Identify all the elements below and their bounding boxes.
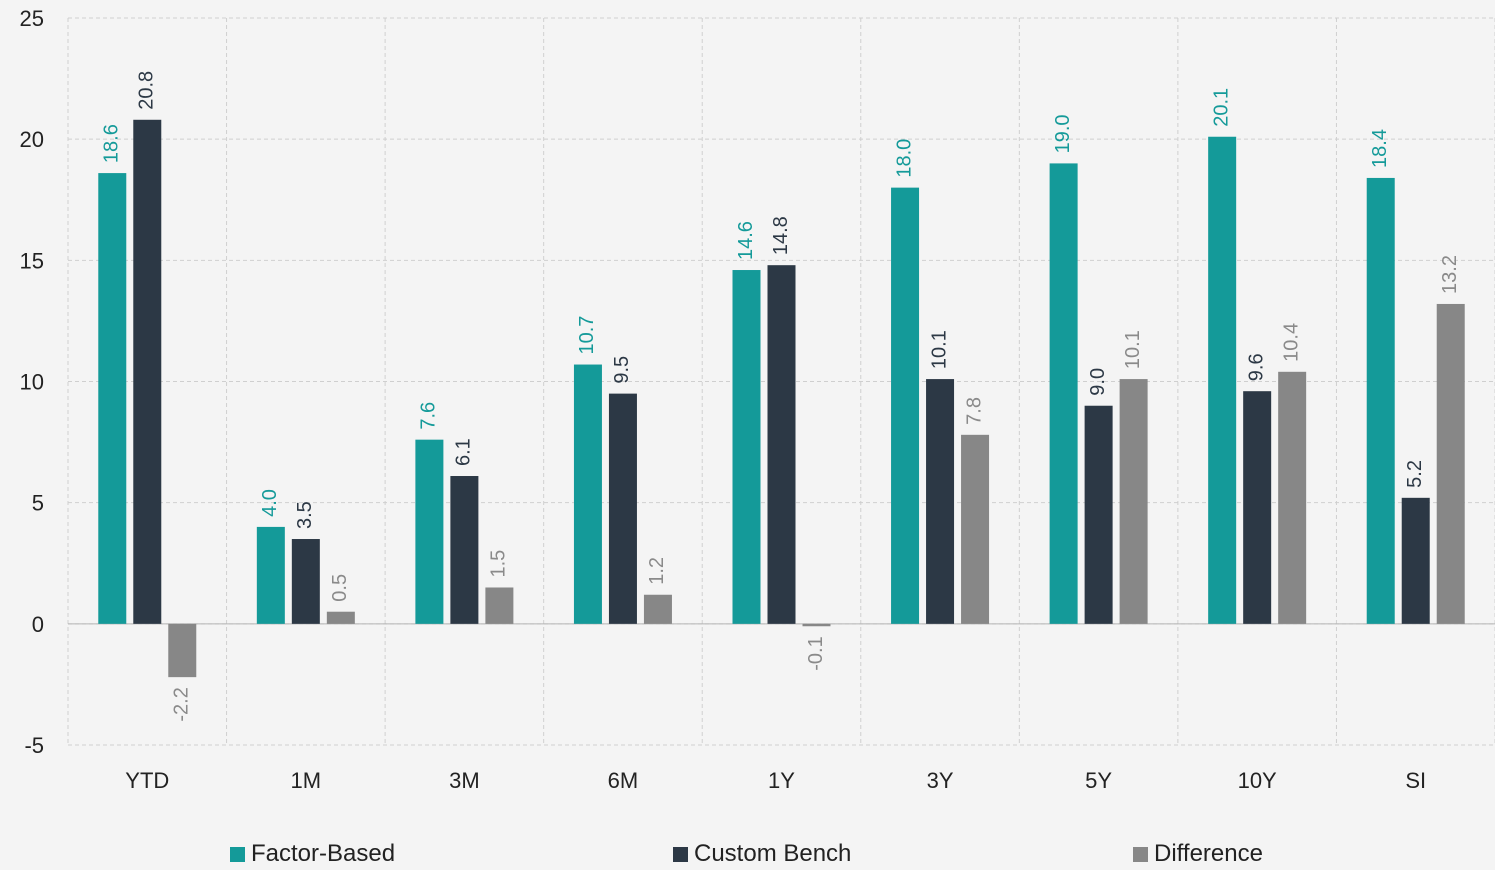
bar-factor-based-si	[1366, 177, 1395, 624]
bar-difference-si	[1436, 303, 1465, 624]
data-label-custom-bench-1y: 14.8	[770, 216, 792, 255]
data-label-custom-bench-3m: 6.1	[453, 438, 475, 466]
bar-factor-based-10y	[1208, 136, 1237, 624]
y-tick-label: 15	[20, 248, 44, 273]
bar-custom-bench-1m	[291, 539, 320, 624]
data-label-difference-6m: 1.2	[646, 557, 668, 585]
x-tick-label-1y: 1Y	[768, 768, 795, 793]
y-tick-label: -5	[24, 733, 44, 758]
data-label-factor-based-10y: 20.1	[1210, 88, 1232, 127]
bar-difference-1y	[802, 623, 831, 627]
data-label-difference-si: 13.2	[1439, 255, 1461, 294]
legend-label-factor-based: Factor-Based	[251, 840, 396, 867]
data-label-factor-based-1y: 14.6	[735, 221, 757, 260]
bar-custom-bench-ytd	[133, 119, 162, 624]
legend-label-custom-bench: Custom Bench	[694, 840, 852, 867]
bar-custom-bench-3y	[926, 379, 955, 624]
bars	[98, 119, 1465, 678]
x-tick-label-1m: 1M	[291, 768, 322, 793]
y-tick-label: 0	[32, 612, 44, 637]
data-label-difference-1y: -0.1	[805, 636, 827, 670]
bar-custom-bench-10y	[1243, 391, 1272, 624]
bar-difference-5y	[1119, 379, 1148, 624]
bar-difference-10y	[1278, 371, 1307, 624]
data-label-difference-3y: 7.8	[963, 397, 985, 425]
legend-swatch-custom-bench	[673, 846, 688, 862]
bar-factor-based-1y	[732, 270, 761, 624]
y-tick-label: 25	[20, 6, 44, 31]
bar-difference-3m	[485, 587, 514, 624]
bar-difference-ytd	[168, 623, 197, 678]
x-tick-label-6m: 6M	[608, 768, 639, 793]
bar-factor-based-1m	[256, 526, 285, 624]
y-tick-label: 5	[32, 491, 44, 516]
data-label-factor-based-1m: 4.0	[259, 489, 281, 517]
data-label-difference-ytd: -2.2	[171, 687, 193, 721]
legend-item-custom-bench: Custom Bench	[673, 840, 851, 868]
x-axis: YTD 1M 3M 6M 1Y 3Y 5Y 10Y SI	[125, 768, 1426, 793]
bar-custom-bench-6m	[608, 393, 637, 624]
data-label-custom-bench-3y: 10.1	[928, 330, 950, 369]
bar-factor-based-6m	[573, 364, 602, 624]
bar-custom-bench-5y	[1084, 405, 1113, 624]
data-label-difference-3m: 1.5	[488, 550, 510, 578]
legend-item-factor-based: Factor-Based	[230, 840, 395, 868]
y-tick-label: 10	[20, 370, 44, 395]
legend-swatch-factor-based	[230, 846, 245, 862]
x-tick-label-si: SI	[1405, 768, 1426, 793]
data-label-factor-based-si: 18.4	[1369, 129, 1391, 168]
bar-custom-bench-3m	[450, 476, 479, 624]
data-labels: 18.6 20.8 -2.2 4.0 3.5 0.5 7.6 6.1 1.5 10.7 9.5 1.2…	[101, 71, 1461, 722]
x-tick-label-3m: 3M	[449, 768, 480, 793]
bar-factor-based-5y	[1049, 163, 1078, 624]
data-label-custom-bench-si: 5.2	[1404, 460, 1426, 488]
bar-custom-bench-1y	[767, 265, 796, 624]
data-label-difference-5y: 10.1	[1122, 330, 1144, 369]
legend-label-difference: Difference	[1154, 840, 1263, 867]
data-label-custom-bench-10y: 9.6	[1245, 353, 1267, 381]
data-label-custom-bench-1m: 3.5	[294, 501, 316, 529]
data-label-factor-based-ytd: 18.6	[101, 124, 123, 163]
legend: Factor-Based Custom Bench Difference	[0, 838, 1495, 870]
data-label-custom-bench-6m: 9.5	[611, 356, 633, 384]
x-tick-label-3y: 3Y	[927, 768, 954, 793]
data-label-difference-1m: 0.5	[329, 574, 351, 602]
x-tick-label-5y: 5Y	[1085, 768, 1112, 793]
bar-difference-6m	[643, 594, 672, 624]
data-label-factor-based-3m: 7.6	[418, 402, 440, 430]
bar-difference-1m	[326, 611, 355, 624]
y-tick-label: 20	[20, 127, 44, 152]
bar-factor-based-3y	[891, 187, 920, 624]
data-label-custom-bench-ytd: 20.8	[136, 71, 158, 110]
bar-custom-bench-si	[1401, 497, 1430, 624]
x-tick-label-ytd: YTD	[125, 768, 169, 793]
legend-swatch-difference	[1133, 846, 1148, 862]
bar-factor-based-3m	[415, 439, 444, 624]
bar-factor-based-ytd	[98, 173, 127, 624]
data-label-factor-based-6m: 10.7	[576, 316, 598, 355]
data-label-factor-based-3y: 18.0	[893, 139, 915, 178]
data-label-difference-10y: 10.4	[1280, 323, 1302, 362]
data-label-factor-based-5y: 19.0	[1052, 114, 1074, 153]
y-axis: -5 0 5 10 15 20 25	[20, 6, 44, 758]
bar-difference-3y	[961, 434, 990, 624]
data-label-custom-bench-5y: 9.0	[1087, 368, 1109, 396]
x-tick-label-10y: 10Y	[1238, 768, 1277, 793]
legend-item-difference: Difference	[1133, 840, 1263, 868]
